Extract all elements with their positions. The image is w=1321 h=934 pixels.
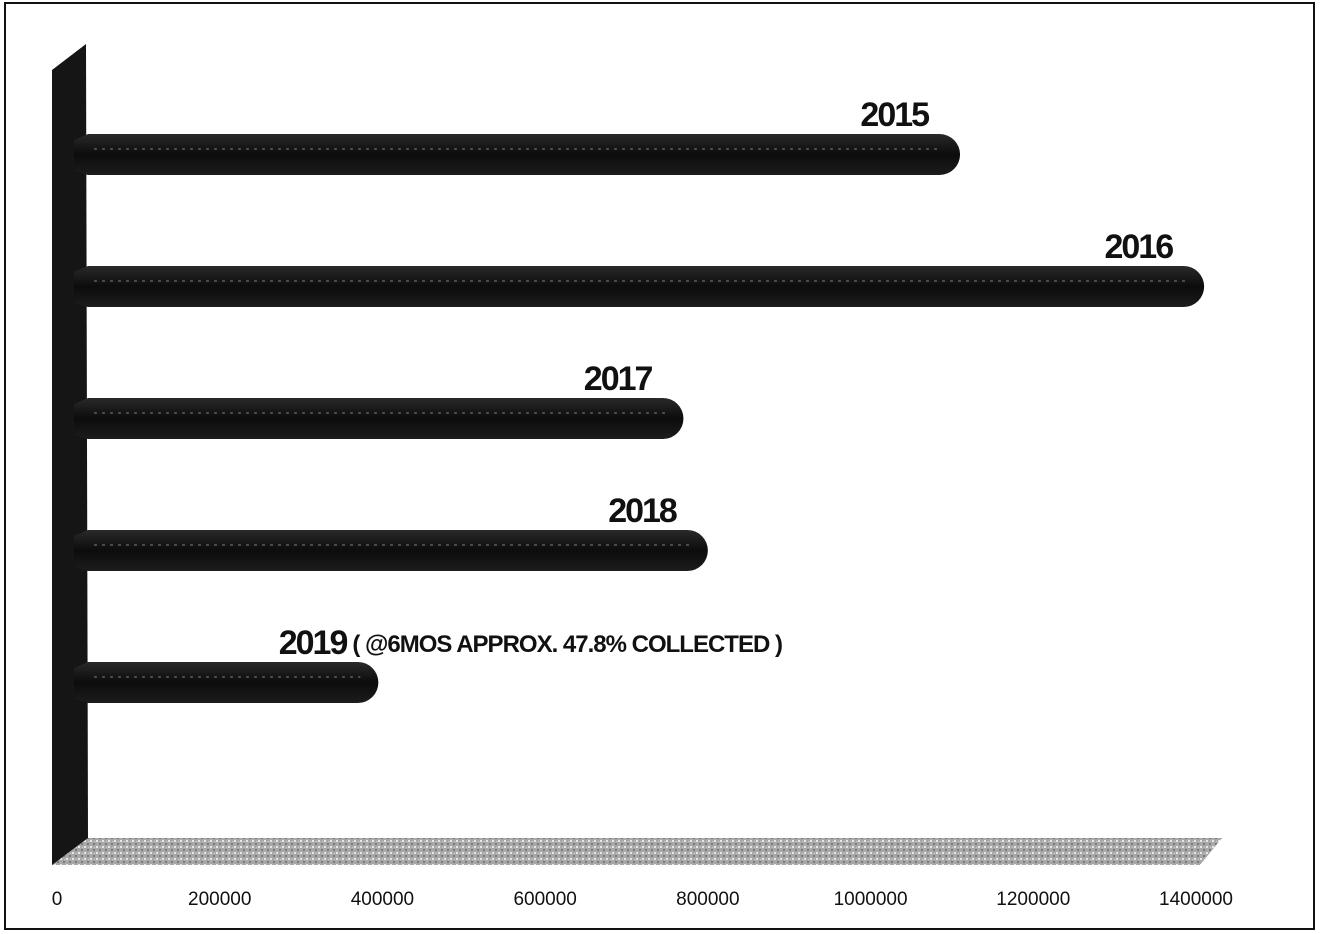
x-tick-label: 1200000 [996,889,1070,910]
x-tick-label: 1400000 [1159,889,1233,910]
bar-2015 [74,134,961,175]
x-tick-label: 0 [52,889,63,910]
bar-label-2017: 2017 [584,360,653,398]
x-tick-label: 800000 [676,889,739,910]
annotation-2019: ( @6MOS APPROX. 47.8% COLLECTED ) [352,631,782,658]
bar-label-2019: 2019 [279,624,348,662]
x-tick-label: 200000 [188,889,251,910]
bar-2019 [74,662,379,703]
chart-wall [52,44,88,865]
chart-floor [52,838,1222,865]
x-tick-label: 600000 [513,889,576,910]
bar-2018 [74,530,708,571]
x-tick-label: 1000000 [834,889,908,910]
bar-2017 [74,398,684,439]
bar-label-2018: 2018 [608,492,677,530]
bar-2016 [74,266,1205,307]
bar-label-2016: 2016 [1104,228,1173,266]
x-tick-label: 400000 [351,889,414,910]
bar-label-2015: 2015 [860,96,929,134]
